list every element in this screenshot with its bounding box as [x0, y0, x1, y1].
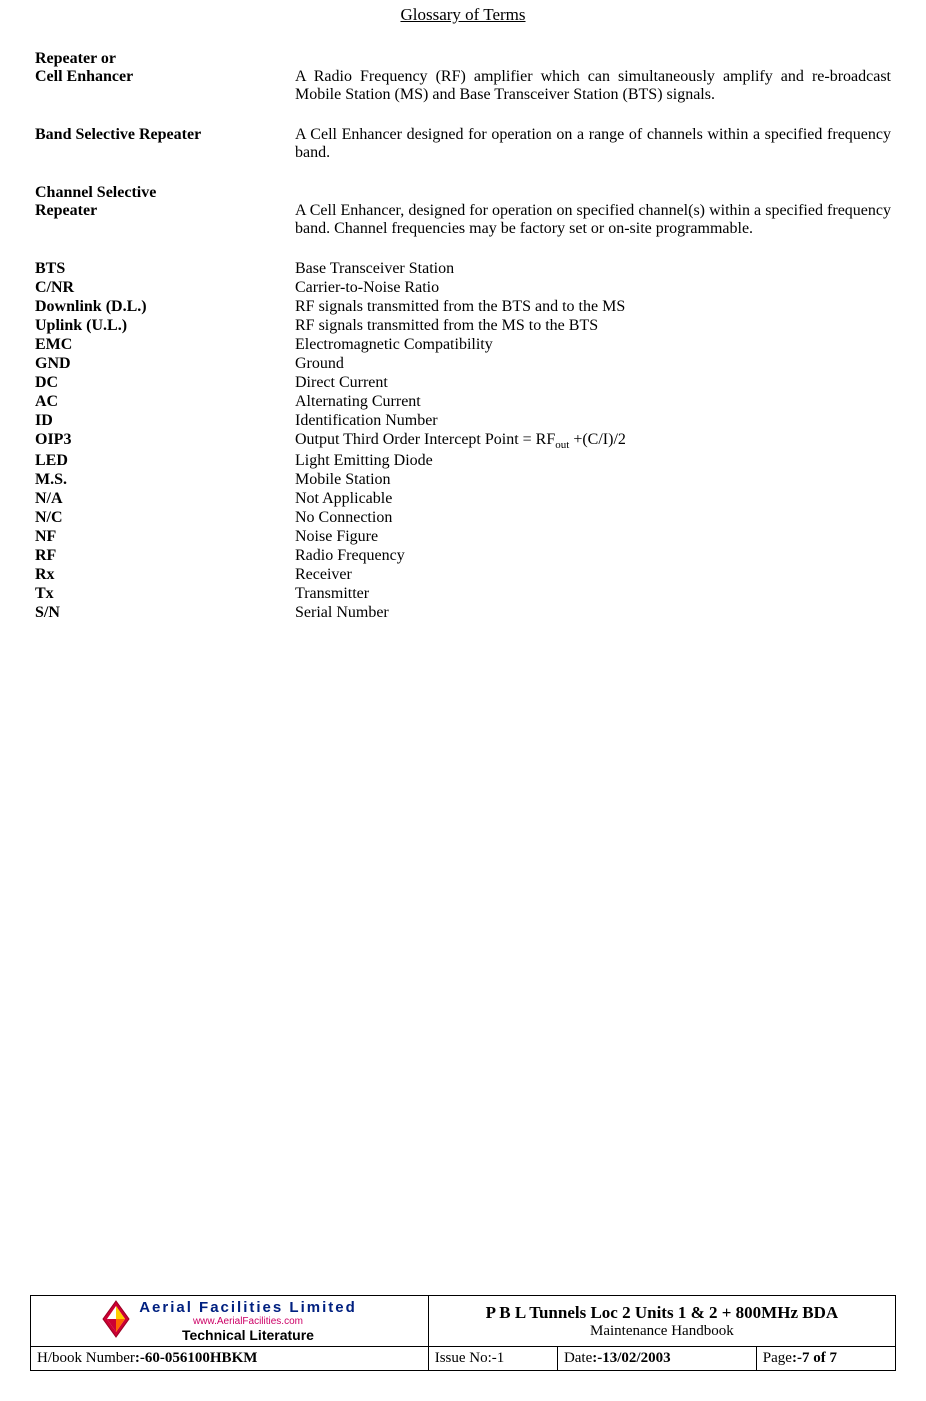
- term-definition: Identification Number: [295, 412, 891, 430]
- term-definition: Alternating Current: [295, 393, 891, 411]
- term-label: Band Selective Repeater: [35, 126, 295, 162]
- date-cell: Date:-13/02/2003: [557, 1347, 756, 1371]
- glossary-entry-short: OIP3Output Third Order Intercept Point =…: [35, 431, 891, 451]
- page-title: Glossary of Terms: [30, 0, 896, 25]
- date-label: Date: [564, 1350, 592, 1366]
- term-definition: Direct Current: [295, 374, 891, 392]
- glossary-entry-short: Uplink (U.L.)RF signals transmitted from…: [35, 317, 891, 335]
- term-definition: Receiver: [295, 566, 891, 584]
- term-label: S/N: [35, 604, 295, 622]
- doc-title-cell: P B L Tunnels Loc 2 Units 1 & 2 + 800MHz…: [428, 1296, 895, 1347]
- term-label: Repeater or: [35, 50, 295, 68]
- glossary-entry-short: RxReceiver: [35, 566, 891, 584]
- term-definition: Radio Frequency: [295, 547, 891, 565]
- term-definition: Not Applicable: [295, 490, 891, 508]
- term-definition: RF signals transmitted from the MS to th…: [295, 317, 891, 335]
- glossary-entry-short: M.S.Mobile Station: [35, 471, 891, 489]
- term-definition: A Cell Enhancer, designed for operation …: [295, 202, 891, 238]
- glossary-entry-short: LEDLight Emitting Diode: [35, 452, 891, 470]
- term-label: Channel Selective: [35, 184, 295, 202]
- glossary-entry-short: EMCElectromagnetic Compatibility: [35, 336, 891, 354]
- term-label: RF: [35, 547, 295, 565]
- logo-cell: Aerial Facilities Limited www.AerialFaci…: [31, 1296, 429, 1347]
- footer-table: Aerial Facilities Limited www.AerialFaci…: [30, 1295, 896, 1371]
- term-definition: Base Transceiver Station: [295, 260, 891, 278]
- logo-dept: Technical Literature: [139, 1327, 357, 1343]
- term-label: Rx: [35, 566, 295, 584]
- page-cell: Page:-7 of 7: [756, 1347, 895, 1371]
- term-label: GND: [35, 355, 295, 373]
- glossary-entry-short: Downlink (D.L.)RF signals transmitted fr…: [35, 298, 891, 316]
- glossary-content: Repeater orCell EnhancerA Radio Frequenc…: [30, 50, 896, 622]
- doc-title: P B L Tunnels Loc 2 Units 1 & 2 + 800MHz…: [435, 1303, 889, 1323]
- glossary-entry-long: Repeater orCell EnhancerA Radio Frequenc…: [35, 50, 891, 104]
- logo-website: www.AerialFacilities.com: [139, 1316, 357, 1327]
- term-definition: A Radio Frequency (RF) amplifier which c…: [295, 68, 891, 104]
- glossary-entry-long: Band Selective RepeaterA Cell Enhancer d…: [35, 126, 891, 162]
- hbook-value: :-60-056100HBKM: [135, 1350, 257, 1366]
- term-definition: Output Third Order Intercept Point = RFo…: [295, 431, 891, 451]
- term-label: Downlink (D.L.): [35, 298, 295, 316]
- term-definition: Noise Figure: [295, 528, 891, 546]
- term-definition: Electromagnetic Compatibility: [295, 336, 891, 354]
- term-definition: Ground: [295, 355, 891, 373]
- glossary-entry-short: BTSBase Transceiver Station: [35, 260, 891, 278]
- term-label: Repeater: [35, 202, 295, 238]
- term-label: C/NR: [35, 279, 295, 297]
- glossary-entry-short: TxTransmitter: [35, 585, 891, 603]
- glossary-entry-short: N/ANot Applicable: [35, 490, 891, 508]
- term-label: EMC: [35, 336, 295, 354]
- issue-cell: Issue No:-1: [428, 1347, 557, 1371]
- hbook-label: H/book Number: [37, 1350, 135, 1366]
- term-definition: Light Emitting Diode: [295, 452, 891, 470]
- glossary-entry-short: S/NSerial Number: [35, 604, 891, 622]
- term-label: LED: [35, 452, 295, 470]
- term-definition: RF signals transmitted from the BTS and …: [295, 298, 891, 316]
- term-label: AC: [35, 393, 295, 411]
- glossary-entry-short: RFRadio Frequency: [35, 547, 891, 565]
- term-definition: No Connection: [295, 509, 891, 527]
- term-definition: Mobile Station: [295, 471, 891, 489]
- term-label: Cell Enhancer: [35, 68, 295, 104]
- term-label: M.S.: [35, 471, 295, 489]
- term-label: DC: [35, 374, 295, 392]
- page-value: :-7 of 7: [792, 1350, 837, 1366]
- glossary-entry-short: GNDGround: [35, 355, 891, 373]
- term-label: Uplink (U.L.): [35, 317, 295, 335]
- logo-company-name: Aerial Facilities Limited: [139, 1299, 357, 1316]
- issue-label: Issue No:-1: [435, 1350, 505, 1366]
- term-label: OIP3: [35, 431, 295, 451]
- date-value: :-13/02/2003: [592, 1350, 670, 1366]
- glossary-entry-short: ACAlternating Current: [35, 393, 891, 411]
- term-label: N/C: [35, 509, 295, 527]
- glossary-entry-short: N/CNo Connection: [35, 509, 891, 527]
- term-definition: Transmitter: [295, 585, 891, 603]
- glossary-entry-short: C/NRCarrier-to-Noise Ratio: [35, 279, 891, 297]
- glossary-entry-short: NFNoise Figure: [35, 528, 891, 546]
- doc-subtitle: Maintenance Handbook: [435, 1323, 889, 1340]
- glossary-entry-short: IDIdentification Number: [35, 412, 891, 430]
- glossary-entry-short: DCDirect Current: [35, 374, 891, 392]
- term-label: N/A: [35, 490, 295, 508]
- company-logo-icon: [102, 1300, 130, 1342]
- page-label: Page: [763, 1350, 792, 1366]
- term-label: NF: [35, 528, 295, 546]
- hbook-number-cell: H/book Number:-60-056100HBKM: [31, 1347, 429, 1371]
- term-definition: Carrier-to-Noise Ratio: [295, 279, 891, 297]
- term-label: ID: [35, 412, 295, 430]
- term-label: BTS: [35, 260, 295, 278]
- term-definition: Serial Number: [295, 604, 891, 622]
- term-label: Tx: [35, 585, 295, 603]
- term-definition: A Cell Enhancer designed for operation o…: [295, 126, 891, 162]
- glossary-entry-long: Channel SelectiveRepeaterA Cell Enhancer…: [35, 184, 891, 238]
